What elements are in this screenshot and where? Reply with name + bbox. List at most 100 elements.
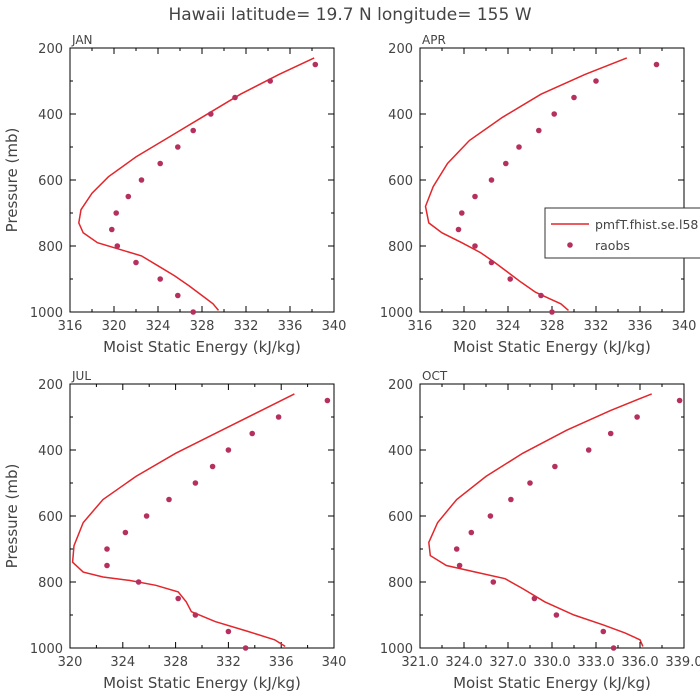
y-tick-label: 1000: [30, 306, 63, 321]
raobs-point: [166, 496, 172, 503]
raobs-point: [507, 276, 513, 282]
raobs-point: [249, 430, 255, 437]
raobs-point: [192, 612, 199, 618]
legend-raobs-swatch: [567, 242, 573, 248]
raobs-point: [125, 193, 132, 200]
raobs-point: [109, 226, 115, 233]
raobs-point: [653, 61, 660, 68]
raobs-point: [192, 480, 199, 486]
panel-title-jul: JUL: [71, 369, 91, 383]
raobs-point: [133, 259, 139, 266]
model-line-jan: [78, 57, 315, 311]
model-line-jul: [71, 393, 295, 648]
raobs-point: [487, 513, 494, 519]
panel-title-oct: OCT: [422, 369, 448, 383]
x-tick-label: 333.0: [577, 655, 614, 670]
raobs-point: [113, 210, 119, 216]
y-axis-label-jul: Pressure (mb): [3, 464, 21, 569]
x-tick-label: 340: [322, 655, 347, 670]
raobs-point: [538, 292, 544, 299]
raobs-point: [275, 414, 282, 420]
raobs-point: [242, 645, 249, 651]
raobs-point: [527, 480, 533, 486]
raobs-point: [551, 111, 557, 117]
x-tick-label: 328: [540, 319, 565, 334]
raobs-point: [472, 193, 478, 200]
raobs-point: [143, 513, 150, 519]
y-tick-label: 400: [38, 108, 63, 123]
x-tick-label: 321.0: [401, 655, 438, 670]
raobs-point: [488, 177, 495, 183]
raobs-point: [553, 612, 560, 618]
x-axis-label-jul: Moist Static Energy (kJ/kg): [103, 674, 301, 692]
x-tick-label: 336: [269, 655, 294, 670]
raobs-point: [552, 463, 558, 470]
raobs-point: [225, 447, 232, 453]
raobs-point: [549, 309, 555, 315]
x-tick-label: 324: [496, 319, 521, 334]
raobs-point: [175, 292, 181, 299]
x-tick-label: 328: [163, 655, 188, 670]
plot-frame-oct: [419, 383, 685, 649]
panel-title-apr: APR: [422, 33, 446, 47]
raobs-point: [225, 628, 232, 635]
y-tick-label: 600: [388, 510, 413, 525]
y-tick-label: 800: [38, 576, 63, 591]
model-line-apr: [424, 57, 628, 311]
y-tick-label: 600: [38, 510, 63, 525]
raobs-point: [610, 645, 617, 651]
raobs-point: [488, 259, 495, 266]
raobs-point: [104, 562, 110, 569]
x-tick-label: 332: [584, 319, 609, 334]
x-tick-label: 332: [216, 655, 241, 670]
y-tick-label: 1000: [30, 642, 63, 657]
raobs-point: [190, 127, 196, 134]
figure-title: Hawaii latitude= 19.7 N longitude= 155 W: [168, 5, 531, 25]
raobs-point: [536, 127, 542, 134]
model-line-oct: [428, 393, 652, 647]
raobs-point: [190, 309, 196, 315]
x-tick-label: 316: [408, 319, 433, 334]
raobs-point: [232, 94, 238, 101]
panel-title-jan: JAN: [71, 33, 93, 47]
y-tick-label: 200: [388, 42, 413, 57]
raobs-point: [634, 414, 640, 420]
raobs-point: [585, 447, 592, 453]
plot-frame-jan: [69, 47, 335, 313]
raobs-point: [459, 210, 465, 216]
raobs-point: [122, 529, 129, 536]
y-tick-label: 400: [388, 444, 413, 459]
x-axis-label-apr: Moist Static Energy (kJ/kg): [453, 338, 651, 356]
raobs-point: [455, 226, 462, 233]
raobs-point: [472, 243, 478, 249]
raobs-point: [468, 529, 475, 536]
raobs-point: [114, 243, 121, 249]
raobs-point: [138, 177, 145, 183]
raobs-point: [490, 579, 497, 585]
raobs-point: [324, 397, 331, 404]
y-tick-label: 1000: [380, 642, 413, 657]
x-tick-label: 320: [58, 655, 83, 670]
x-tick-label: 339.0: [665, 655, 700, 670]
raobs-point: [175, 595, 181, 602]
y-tick-label: 800: [38, 240, 63, 255]
x-tick-label: 330.0: [533, 655, 570, 670]
x-tick-label: 324.0: [445, 655, 482, 670]
x-tick-label: 320: [102, 319, 127, 334]
y-axis-label-jan: Pressure (mb): [3, 128, 21, 233]
raobs-point: [456, 562, 463, 569]
y-tick-label: 200: [38, 42, 63, 57]
raobs-point: [508, 496, 514, 503]
raobs-point: [607, 430, 614, 437]
raobs-point: [531, 595, 538, 602]
y-tick-label: 800: [388, 240, 413, 255]
raobs-point: [135, 579, 142, 585]
y-tick-label: 400: [38, 444, 63, 459]
y-tick-label: 800: [388, 576, 413, 591]
legend-box: [544, 207, 700, 259]
x-tick-label: 320: [452, 319, 477, 334]
